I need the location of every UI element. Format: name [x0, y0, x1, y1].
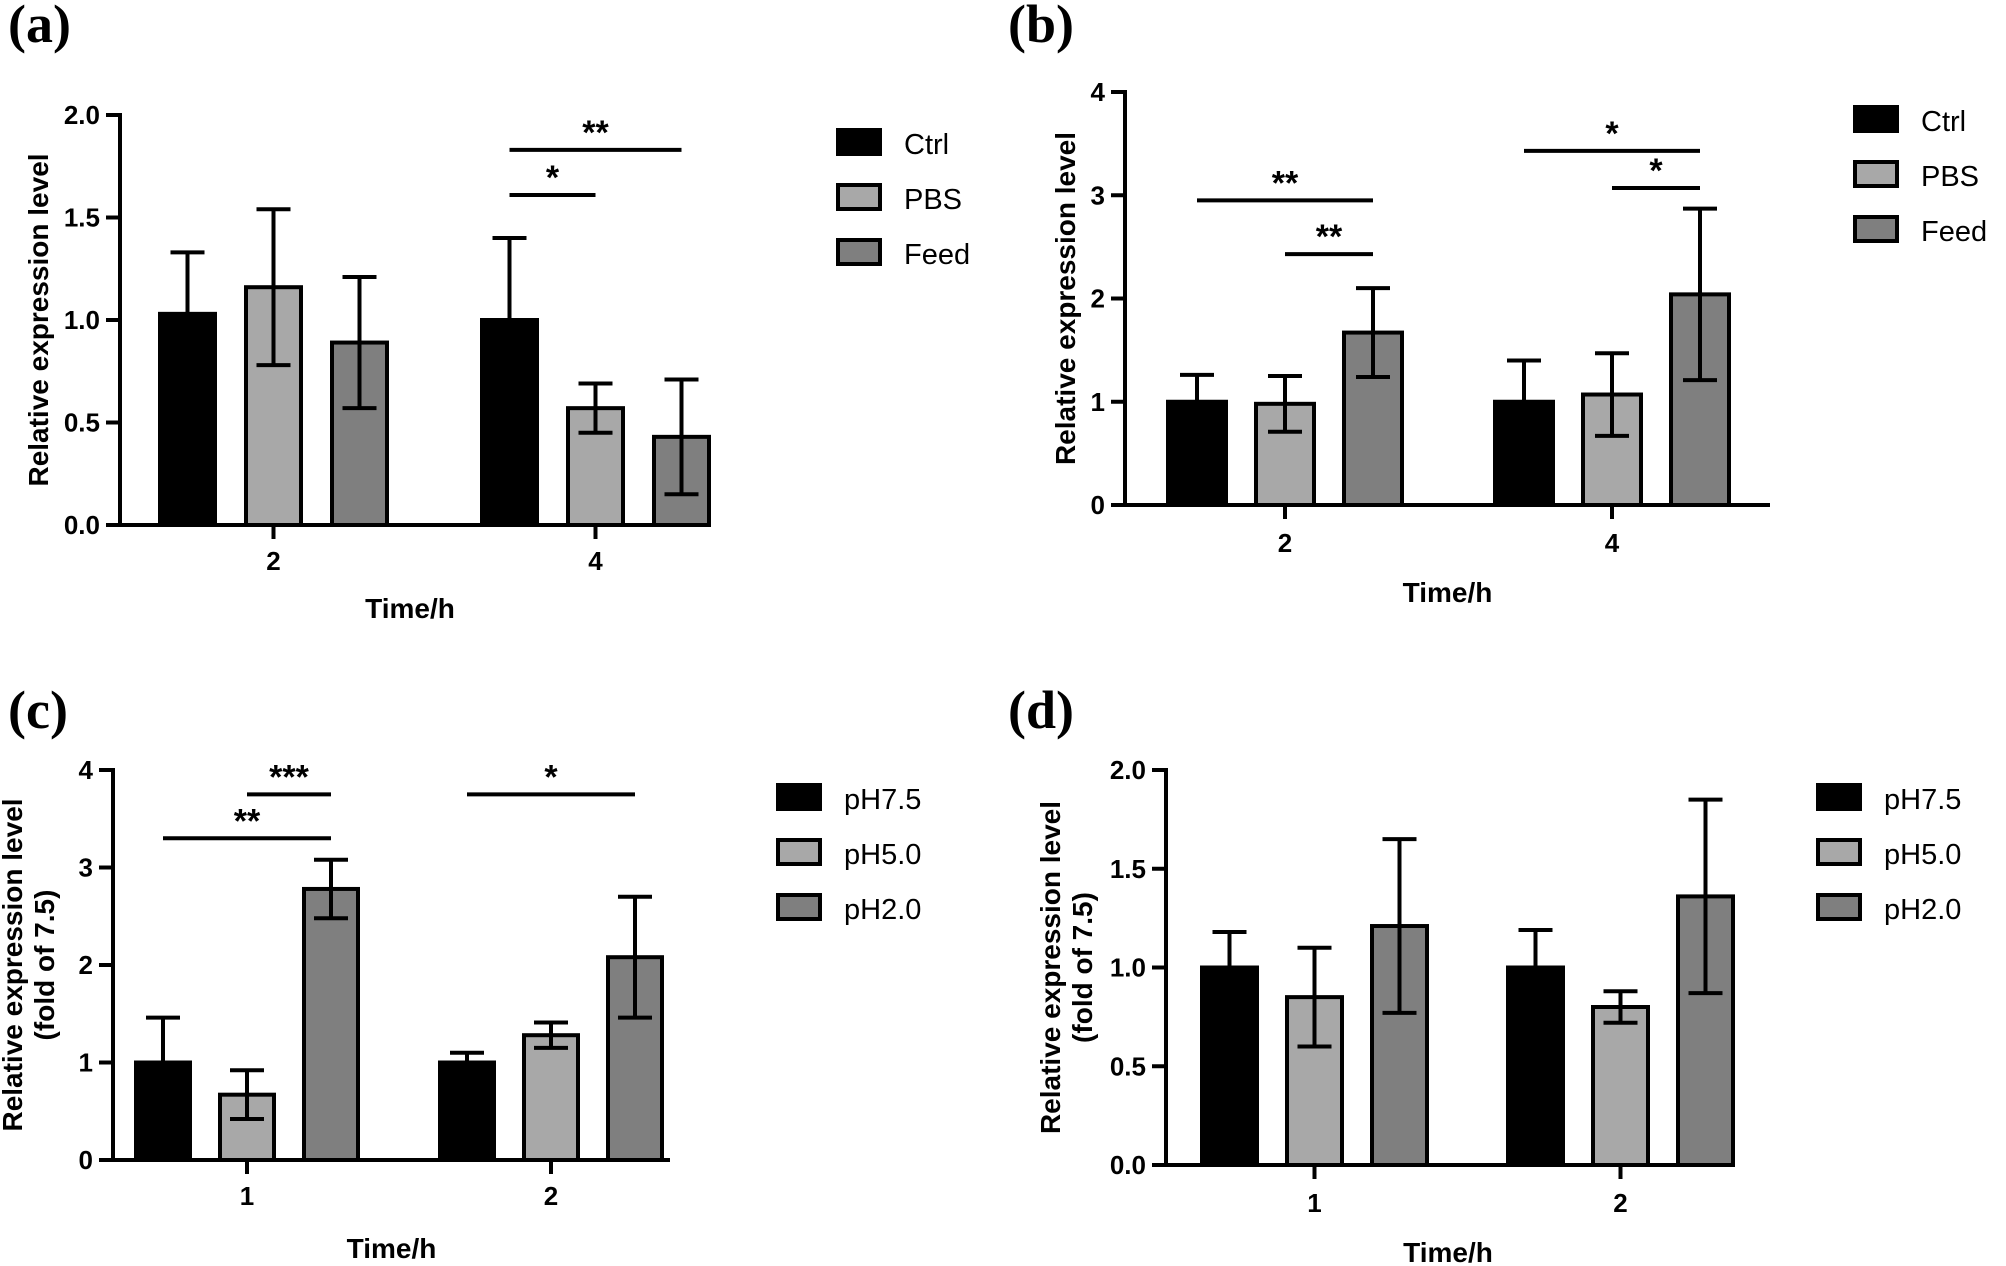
chart-panel-c: (c) 0 1 2 3 4 1 2 Time/h Relative expression leve…	[0, 680, 921, 1264]
legend-label: pH7.5	[1884, 784, 1961, 816]
x-tick-label: 2	[1278, 528, 1292, 558]
x-axis-title: Time/h	[1403, 1237, 1493, 1266]
y-tick-label: 0	[79, 1145, 93, 1175]
y-tick-label: 0.5	[1110, 1051, 1146, 1081]
x-axis-title: Time/h	[1403, 577, 1493, 608]
significance-label: ***	[269, 758, 309, 796]
legend-swatch-ph75	[1816, 783, 1862, 811]
legend-swatch-ph50	[776, 838, 822, 866]
chart-panel-a: (a) 0.0 0.5 1.0 1.5 2.0 2 4 Time/h Relative expre…	[8, 0, 970, 624]
panel-label: (d)	[1008, 680, 1074, 740]
panel-label: (c)	[8, 680, 68, 740]
legend-label: Ctrl	[1921, 106, 1966, 138]
legend-swatch-ctrl	[836, 128, 882, 156]
chart-panel-b: (b) 0 1 2 3 4 2 4 Time/h Relative expression leve…	[1008, 0, 1987, 608]
significance-label: **	[582, 114, 609, 152]
legend-label: PBS	[1921, 161, 1979, 193]
y-tick-label: 2	[1091, 284, 1105, 314]
y-axis-title: (fold of 7.5)	[1067, 892, 1098, 1043]
y-axis-title: Relative expression level	[0, 798, 28, 1131]
y-axis-title: Relative expression level	[1035, 801, 1066, 1134]
legend-swatch-ph75	[776, 783, 822, 811]
y-tick-label: 0.0	[1110, 1150, 1146, 1180]
legend-swatch-feed	[836, 238, 882, 266]
legend-swatch-ph20	[776, 893, 822, 921]
y-axis-title: (fold of 7.5)	[29, 890, 60, 1041]
y-tick-label: 2	[79, 950, 93, 980]
x-tick-label: 2	[544, 1181, 558, 1211]
legend-swatch-feed	[1853, 215, 1899, 243]
y-tick-label: 1.5	[64, 203, 100, 233]
bar-ph20-2	[1676, 894, 1735, 1168]
bar-ph20-1	[302, 886, 360, 1162]
bar-ph50-2	[522, 1033, 580, 1162]
x-tick-label: 4	[588, 546, 603, 576]
y-tick-label: 2.0	[1110, 755, 1146, 785]
panel-label: (b)	[1008, 0, 1074, 54]
x-tick-label: 2	[266, 546, 280, 576]
y-tick-label: 1	[79, 1048, 93, 1078]
legend-swatch-pbs	[836, 183, 882, 211]
y-tick-label: 1.0	[64, 305, 100, 335]
y-tick-label: 0.5	[64, 408, 100, 438]
x-axis-title: Time/h	[347, 1233, 437, 1264]
y-tick-label: 1	[1091, 387, 1105, 417]
y-tick-label: 4	[1091, 77, 1106, 107]
y-tick-label: 2.0	[64, 100, 100, 130]
legend-label: pH5.0	[1884, 839, 1961, 871]
significance-label: *	[544, 758, 558, 796]
legend-label: Ctrl	[904, 129, 949, 161]
significance-label: **	[1316, 218, 1343, 256]
panel-label: (a)	[8, 0, 71, 54]
bar-ph75-2	[438, 1060, 496, 1162]
x-axis-title: Time/h	[365, 593, 455, 624]
bar-ph75-2	[1506, 965, 1565, 1167]
legend-label: Feed	[1921, 216, 1987, 248]
chart-panel-d: (d) 0.0 0.5 1.0 1.5 2.0 1 2 Time/h Relative expre…	[1008, 680, 1961, 1266]
legend-swatch-ph50	[1816, 838, 1862, 866]
y-tick-label: 1.5	[1110, 854, 1146, 884]
y-axis-title: Relative expression level	[23, 153, 54, 486]
legend-label: pH5.0	[844, 839, 921, 871]
bar-ph50-2	[1591, 1005, 1650, 1167]
significance-label: **	[234, 802, 261, 840]
y-axis-title: Relative expression level	[1050, 132, 1081, 465]
legend-swatch-pbs	[1853, 160, 1899, 188]
y-tick-label: 3	[1091, 180, 1105, 210]
legend-label: pH2.0	[844, 894, 921, 926]
y-tick-label: 4	[79, 755, 94, 785]
y-tick-label: 0.0	[64, 510, 100, 540]
significance-label: *	[1649, 152, 1663, 190]
x-tick-label: 1	[1307, 1188, 1321, 1218]
legend-label: pH7.5	[844, 784, 921, 816]
legend-swatch-ph20	[1816, 893, 1862, 921]
legend-swatch-ctrl	[1853, 105, 1899, 133]
significance-label: **	[1272, 164, 1299, 202]
significance-label: *	[546, 159, 560, 197]
x-tick-label: 2	[1613, 1188, 1627, 1218]
x-tick-label: 4	[1605, 528, 1620, 558]
legend-label: pH2.0	[1884, 894, 1961, 926]
y-tick-label: 3	[79, 853, 93, 883]
y-tick-label: 1.0	[1110, 953, 1146, 983]
y-tick-label: 0	[1091, 490, 1105, 520]
legend-label: Feed	[904, 239, 970, 271]
significance-label: *	[1605, 115, 1619, 153]
legend-label: PBS	[904, 184, 962, 216]
x-tick-label: 1	[240, 1181, 254, 1211]
